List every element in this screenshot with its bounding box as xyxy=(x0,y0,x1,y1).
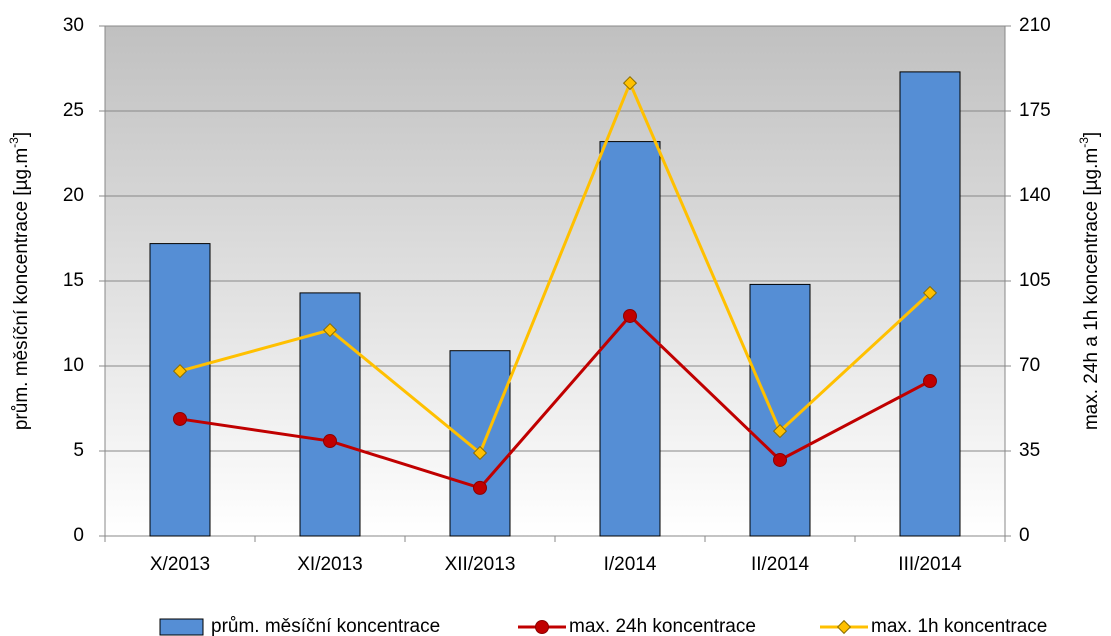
legend-label: max. 24h koncentrace xyxy=(569,616,756,636)
y-tick-label: 30 xyxy=(63,15,84,36)
x-tick-label: III/2014 xyxy=(898,554,962,575)
legend-label: max. 1h koncentrace xyxy=(871,616,1047,636)
x-tick-label: X/2013 xyxy=(150,554,210,575)
x-tick-label: XII/2013 xyxy=(445,554,516,575)
legend-marker xyxy=(836,619,852,635)
y2-axis-label-part: -3 xyxy=(1077,137,1091,148)
y-tick-label: 20 xyxy=(63,185,84,206)
y2-axis-label: max. 24h a 1h koncentrace [µg.m-3] xyxy=(1077,132,1102,430)
y2-tick-label: 175 xyxy=(1019,100,1051,121)
y-tick-label: 5 xyxy=(73,440,84,461)
line-marker xyxy=(473,480,487,495)
line-marker xyxy=(172,364,188,379)
line-marker xyxy=(773,452,787,467)
bar xyxy=(449,350,511,537)
legend-marker xyxy=(535,620,549,634)
bar xyxy=(149,243,211,537)
bar xyxy=(749,283,811,537)
bar xyxy=(899,71,961,537)
y-tick-label: 25 xyxy=(63,100,84,121)
y-tick-label: 15 xyxy=(63,270,84,291)
line-marker xyxy=(623,308,637,323)
y-tick-label: 10 xyxy=(63,355,84,376)
line xyxy=(179,79,932,456)
y2-axis-label-part: ] xyxy=(1081,132,1102,137)
line-marker xyxy=(323,434,337,449)
y2-tick-label: 35 xyxy=(1019,440,1040,461)
line-marker xyxy=(472,445,488,461)
y-axis-label: prům. měsíční koncentrace [µg.m-3] xyxy=(7,132,32,430)
y-axis-label-part: -3 xyxy=(7,137,21,148)
y-tick-label: 0 xyxy=(73,525,84,546)
x-tick-label: XI/2013 xyxy=(297,554,363,575)
y2-tick-label: 210 xyxy=(1019,15,1051,36)
x-tick-label: II/2014 xyxy=(751,554,810,575)
y2-tick-label: 140 xyxy=(1019,185,1051,206)
y2-tick-label: 70 xyxy=(1019,355,1040,376)
line-marker xyxy=(922,285,938,300)
y2-axis-label-part: max. 24h a 1h koncentrace [µg.m xyxy=(1081,148,1102,430)
y-axis-label-part: prům. měsíční koncentrace [µg.m xyxy=(11,148,32,430)
legend-label: prům. měsíční koncentrace xyxy=(211,616,440,636)
line-marker xyxy=(923,374,937,389)
y2-tick-label: 105 xyxy=(1019,270,1051,291)
line-marker xyxy=(772,424,788,439)
legend-swatch xyxy=(159,618,204,636)
line-marker xyxy=(173,411,187,426)
y-axis-label-part: ] xyxy=(11,132,32,137)
line-marker xyxy=(622,76,638,91)
line xyxy=(179,313,931,490)
y2-tick-label: 0 xyxy=(1019,525,1030,546)
x-tick-label: I/2014 xyxy=(604,554,657,575)
line-marker xyxy=(322,322,338,338)
